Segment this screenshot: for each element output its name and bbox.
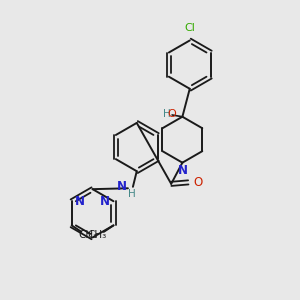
Text: N: N: [100, 195, 110, 208]
Text: O: O: [193, 176, 203, 189]
Text: H: H: [164, 110, 171, 119]
Text: Cl: Cl: [184, 22, 195, 32]
Text: N: N: [177, 164, 188, 177]
Text: N: N: [75, 195, 85, 208]
Text: CH₃: CH₃: [88, 230, 107, 240]
Text: N: N: [117, 180, 127, 193]
Text: CH₃: CH₃: [78, 230, 98, 240]
Text: H: H: [128, 190, 136, 200]
Text: O: O: [167, 110, 176, 119]
